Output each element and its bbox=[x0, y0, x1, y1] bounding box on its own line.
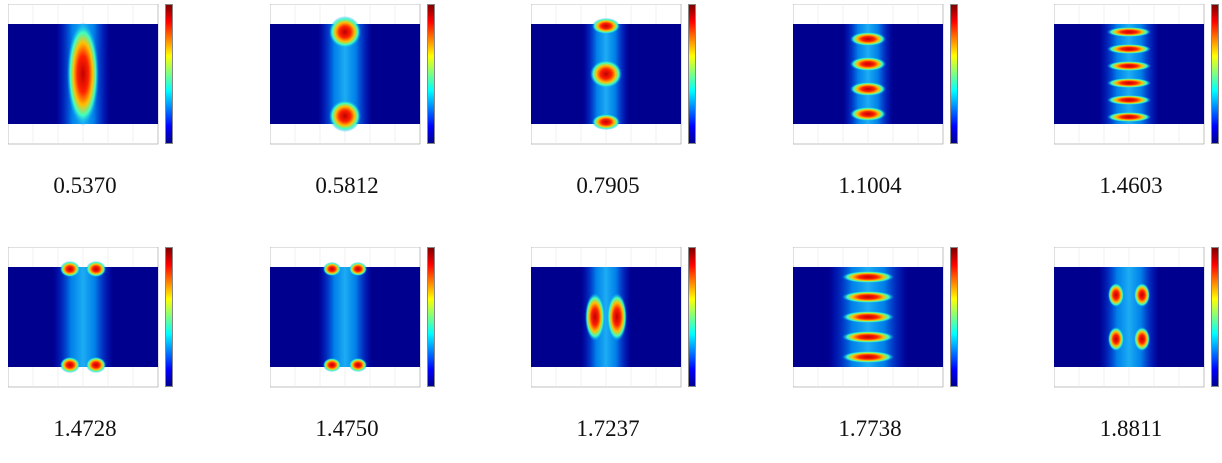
hotspot-blob bbox=[86, 357, 106, 373]
colorbar bbox=[950, 247, 958, 387]
heatmap-plot bbox=[1054, 247, 1207, 392]
colorbar bbox=[688, 247, 696, 387]
hotspot-blob bbox=[585, 293, 605, 341]
hotspot-blob bbox=[1108, 327, 1124, 351]
hotspot-blob bbox=[607, 293, 627, 341]
heatmap-plot bbox=[1054, 4, 1207, 149]
glow-band bbox=[1099, 24, 1159, 124]
colorbar bbox=[427, 4, 435, 144]
hotspot-blob bbox=[67, 22, 99, 126]
eigenvalue-label: 0.5812 bbox=[315, 173, 379, 198]
hotspot-blob bbox=[842, 331, 894, 343]
hotspot-blob bbox=[323, 358, 341, 372]
heatmap-svg bbox=[793, 247, 944, 388]
colorbar bbox=[1211, 4, 1219, 144]
heatmap-svg bbox=[1054, 4, 1205, 145]
hotspot-blob bbox=[1107, 27, 1151, 37]
glow-band bbox=[1099, 267, 1159, 367]
colorbar bbox=[427, 247, 435, 387]
colorbar bbox=[688, 4, 696, 144]
heatmap-svg bbox=[270, 247, 421, 388]
hotspot-blob bbox=[850, 57, 886, 71]
hotspot-blob bbox=[592, 114, 620, 130]
hotspot-blob bbox=[329, 16, 361, 48]
eigenmode-cell: 0.5370 bbox=[0, 0, 240, 220]
hotspot-blob bbox=[1107, 112, 1151, 122]
glow-band bbox=[318, 267, 372, 367]
hotspot-blob bbox=[590, 60, 622, 88]
eigenmode-cell: 1.4750 bbox=[262, 243, 502, 463]
eigenvalue-label: 1.7237 bbox=[576, 416, 640, 441]
eigenvalue-label: 1.4728 bbox=[53, 416, 117, 441]
hotspot-blob bbox=[1107, 61, 1151, 71]
eigenmode-cell: 1.4728 bbox=[0, 243, 240, 463]
hotspot-blob bbox=[842, 271, 894, 283]
hotspot-blob bbox=[592, 18, 620, 34]
hotspot-blob bbox=[850, 32, 886, 46]
eigenvalue-label: 0.5370 bbox=[53, 173, 117, 198]
hotspot-blob bbox=[850, 82, 886, 96]
heatmap-svg bbox=[531, 4, 682, 145]
hotspot-blob bbox=[329, 100, 361, 132]
heatmap-plot bbox=[270, 247, 423, 392]
eigenvalue-label: 1.4603 bbox=[1099, 173, 1163, 198]
colorbar bbox=[165, 4, 173, 144]
colorbar bbox=[950, 4, 958, 144]
hotspot-blob bbox=[1134, 283, 1150, 307]
eigenmode-cell: 1.8811 bbox=[1046, 243, 1222, 463]
hotspot-blob bbox=[349, 358, 367, 372]
eigenmode-cell: 1.7738 bbox=[785, 243, 1025, 463]
heatmap-plot bbox=[531, 4, 684, 149]
hotspot-blob bbox=[842, 291, 894, 303]
colorbar bbox=[165, 247, 173, 387]
eigenmode-cell: 1.4603 bbox=[1046, 0, 1222, 220]
eigenmode-cell: 1.7237 bbox=[523, 243, 763, 463]
hotspot-blob bbox=[86, 261, 106, 277]
heatmap-svg bbox=[8, 247, 159, 388]
hotspot-blob bbox=[842, 311, 894, 323]
hotspot-blob bbox=[850, 107, 886, 121]
eigenmode-cell: 1.1004 bbox=[785, 0, 1025, 220]
eigenvalue-label: 1.1004 bbox=[838, 173, 902, 198]
eigenvalue-label: 1.7738 bbox=[838, 416, 902, 441]
hotspot-blob bbox=[1134, 327, 1150, 351]
eigenmode-cell: 0.7905 bbox=[523, 0, 763, 220]
eigenmode-cell: 0.5812 bbox=[262, 0, 502, 220]
heatmap-plot bbox=[8, 247, 161, 392]
hotspot-blob bbox=[1108, 283, 1124, 307]
heatmap-plot bbox=[531, 247, 684, 392]
eigenvalue-label: 1.8811 bbox=[1099, 416, 1163, 441]
hotspot-blob bbox=[842, 351, 894, 363]
hotspot-blob bbox=[1107, 44, 1151, 54]
heatmap-plot bbox=[8, 4, 161, 149]
heatmap-svg bbox=[270, 4, 421, 145]
heatmap-plot bbox=[793, 4, 946, 149]
hotspot-blob bbox=[1107, 78, 1151, 88]
heatmap-plot bbox=[793, 247, 946, 392]
hotspot-blob bbox=[323, 262, 341, 276]
heatmap-svg bbox=[8, 4, 159, 145]
glow-band bbox=[53, 267, 113, 367]
heatmap-plot bbox=[270, 4, 423, 149]
colorbar bbox=[1211, 247, 1219, 387]
hotspot-blob bbox=[60, 357, 80, 373]
eigenvalue-label: 1.4750 bbox=[315, 416, 379, 441]
heatmap-svg bbox=[1054, 247, 1205, 388]
heatmap-svg bbox=[531, 247, 682, 388]
hotspot-blob bbox=[349, 262, 367, 276]
heatmap-svg bbox=[793, 4, 944, 145]
hotspot-blob bbox=[60, 261, 80, 277]
eigenvalue-label: 0.7905 bbox=[576, 173, 640, 198]
hotspot-blob bbox=[1107, 95, 1151, 105]
